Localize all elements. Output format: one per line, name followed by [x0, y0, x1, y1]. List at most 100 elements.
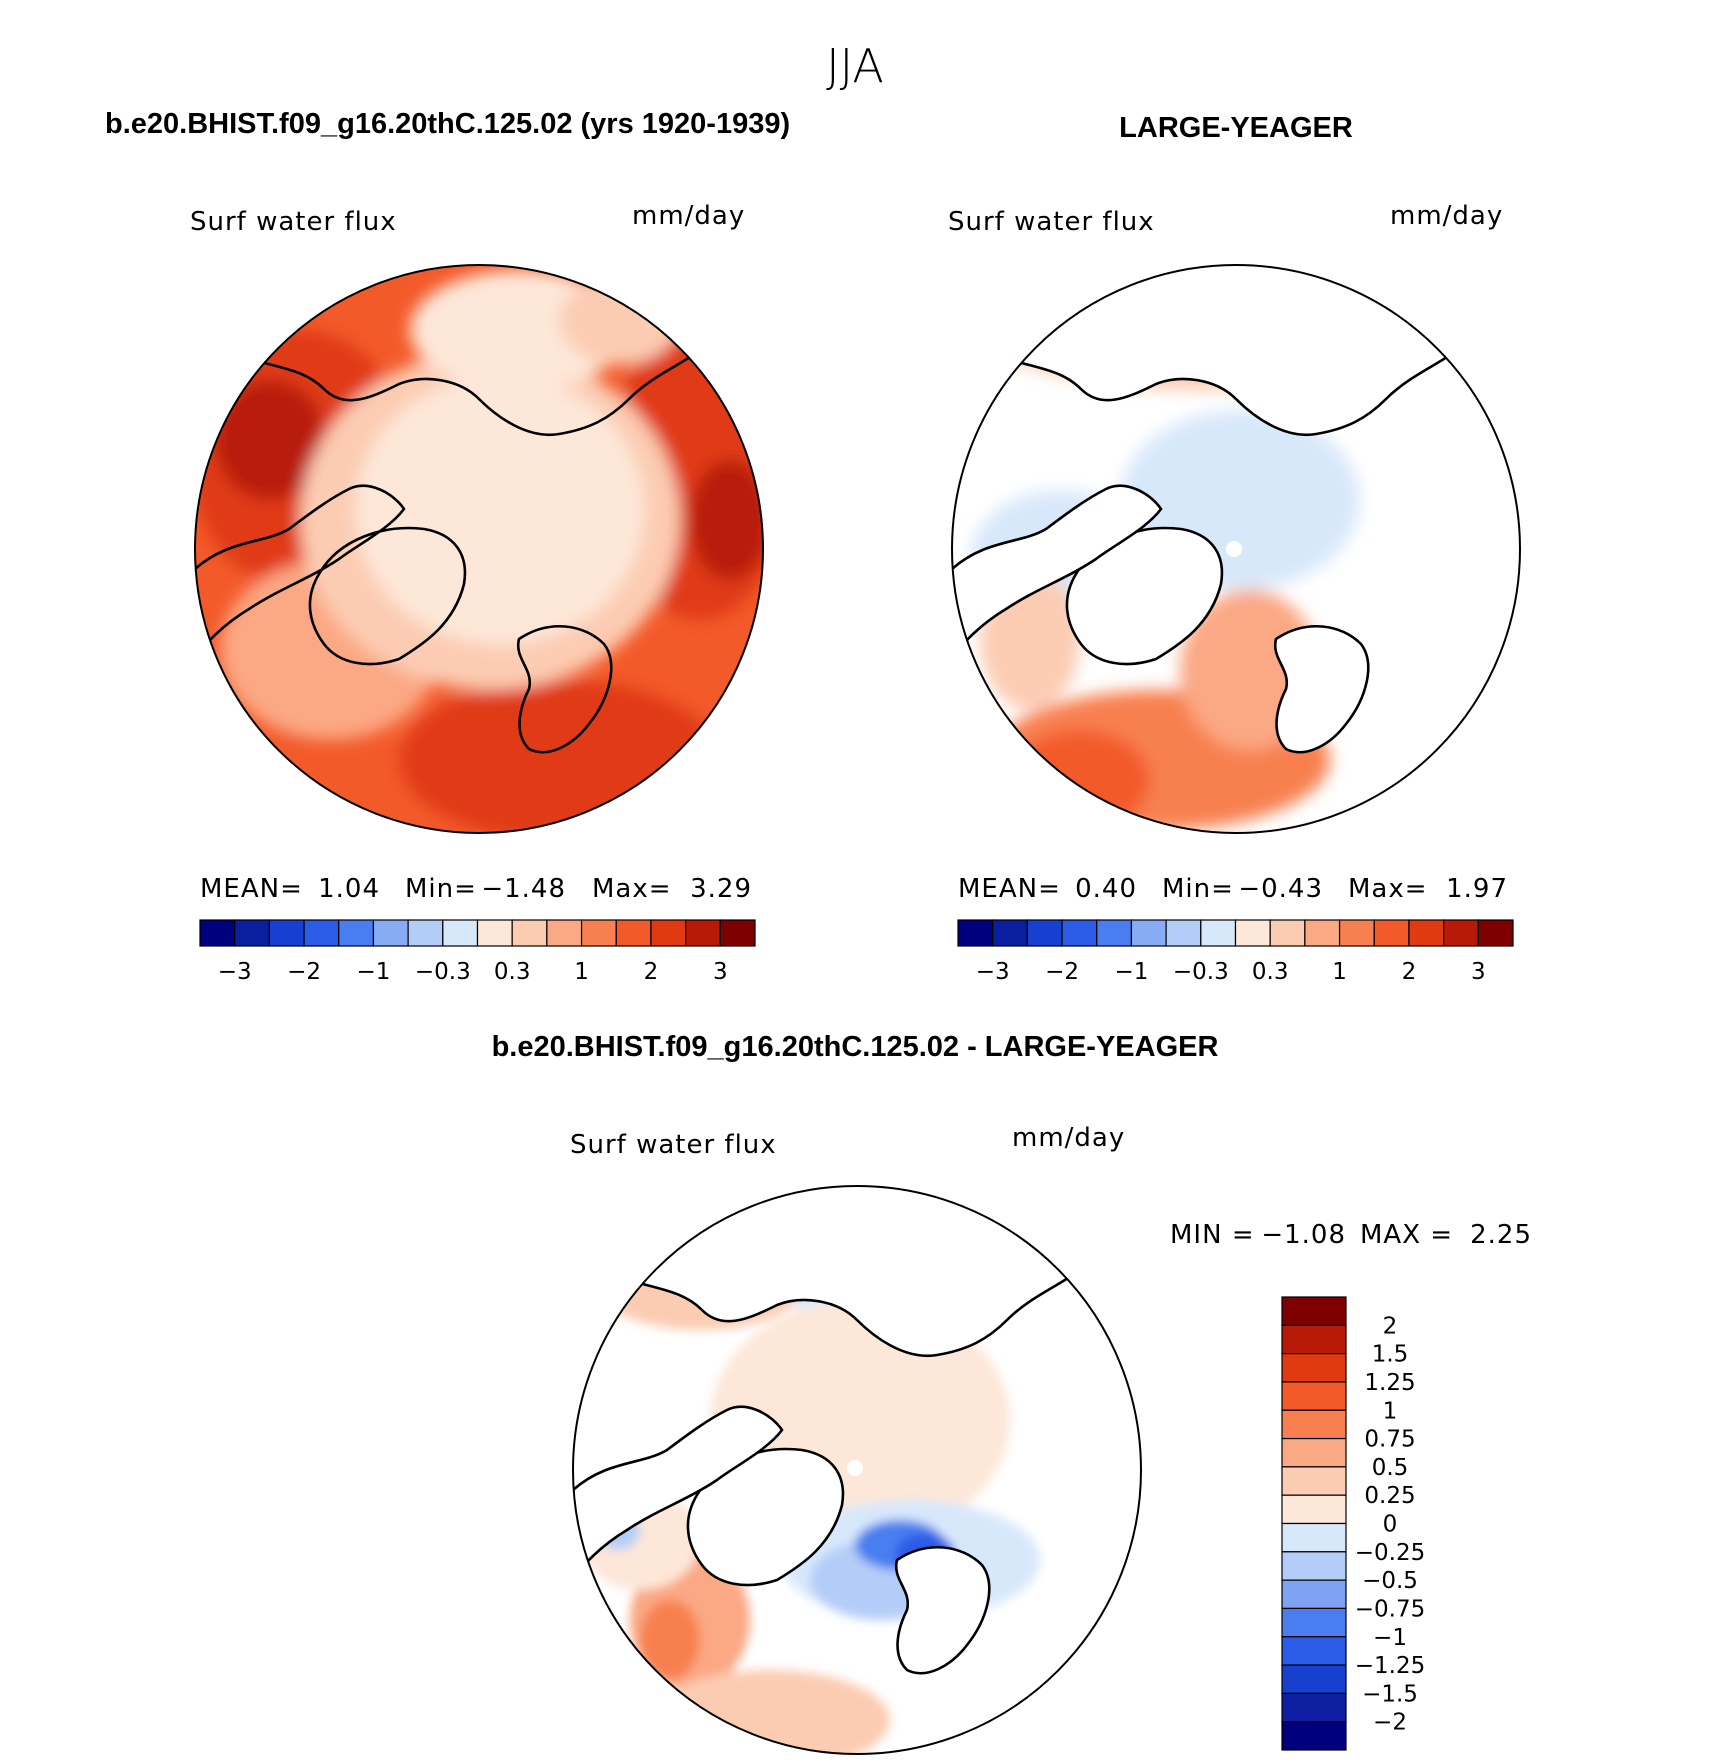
colorbar-box-diff-6 — [1281, 1466, 1347, 1496]
colorbar-tick-diff-12: −1.25 — [1355, 1653, 1425, 1679]
colorbar-box-left-3 — [303, 919, 340, 947]
colorbar-tick-left-1: −2 — [287, 959, 321, 985]
colorbar-box-right-4 — [1096, 919, 1133, 947]
colorbar-box-diff-13 — [1281, 1664, 1347, 1694]
colorbar-box-diff-11 — [1281, 1607, 1347, 1638]
colorbar-box-diff-12 — [1281, 1636, 1347, 1666]
colorbar-box-right-11 — [1338, 919, 1375, 947]
colorbar-box-left-1 — [234, 919, 270, 947]
colorbar-box-left-4 — [338, 919, 375, 947]
colorbar-box-left-5 — [372, 919, 409, 947]
right-colorbar: −3 −2 −1 −0.3 0.3 1 2 3 — [957, 919, 1514, 985]
colorbar-tick-right-2: −1 — [1114, 959, 1148, 985]
colorbar-box-right-9 — [1269, 919, 1306, 947]
colorbar-box-left-13 — [650, 919, 687, 947]
left-map-border — [194, 264, 764, 834]
colorbar-box-left-15 — [719, 919, 756, 947]
colorbar-box-left-11 — [580, 919, 617, 947]
colorbar-tick-diff-0: 2 — [1383, 1313, 1398, 1339]
colorbar-tick-diff-5: 0.5 — [1372, 1455, 1409, 1481]
colorbar-tick-diff-10: −0.75 — [1355, 1596, 1425, 1622]
colorbar-box-right-2 — [1026, 919, 1063, 947]
colorbar-box-left-7 — [442, 919, 479, 947]
colorbar-tick-diff-6: 0.25 — [1364, 1483, 1415, 1509]
colorbar-box-diff-14 — [1281, 1692, 1347, 1723]
difference-map — [573, 1186, 1141, 1754]
colorbar-box-left-0 — [199, 919, 236, 947]
left-map — [195, 265, 763, 833]
right-map-units: mm/day — [1390, 201, 1503, 231]
colorbar-box-right-0 — [957, 919, 994, 947]
left-colorbar: −3 −2 −1 −0.3 0.3 1 2 3 — [199, 919, 756, 985]
colorbar-tick-diff-7: 0 — [1383, 1512, 1398, 1538]
colorbar-box-right-5 — [1130, 919, 1167, 947]
colorbar-box-diff-5 — [1281, 1437, 1347, 1468]
colorbar-box-left-2 — [268, 919, 305, 947]
colorbar-box-right-8 — [1234, 919, 1271, 947]
colorbar-box-diff-1 — [1281, 1324, 1347, 1355]
colorbar-box-right-7 — [1200, 919, 1237, 947]
colorbar-tick-right-6: 2 — [1402, 959, 1417, 985]
colorbar-box-diff-2 — [1281, 1353, 1347, 1383]
diff-panel-header: b.e20.BHIST.f09_g16.20thC.125.02 - LARGE… — [492, 1031, 1219, 1063]
colorbar-tick-left-5: 1 — [574, 959, 589, 985]
colorbar-tick-left-3: −0.3 — [415, 959, 471, 985]
diff-min-value: −1.08 — [1261, 1220, 1346, 1250]
diff-max-value: 2.25 — [1470, 1220, 1532, 1250]
colorbar-box-diff-8 — [1281, 1522, 1347, 1553]
colorbar-box-diff-15 — [1281, 1721, 1347, 1751]
colorbar-tick-left-2: −1 — [356, 959, 390, 985]
colorbar-box-diff-4 — [1281, 1409, 1347, 1440]
colorbar-tick-right-5: 1 — [1332, 959, 1347, 985]
colorbar-box-right-6 — [1165, 919, 1202, 947]
left-mean-label: MEAN= — [200, 874, 303, 904]
diff-max-label: MAX = — [1360, 1220, 1453, 1250]
colorbar-box-right-15 — [1477, 919, 1514, 947]
colorbar-tick-diff-1: 1.5 — [1372, 1342, 1409, 1368]
right-min-label: Min= — [1162, 874, 1234, 904]
right-mean-value: 0.40 — [1075, 874, 1137, 904]
colorbar-box-left-8 — [476, 919, 513, 947]
colorbar-box-diff-10 — [1281, 1579, 1347, 1610]
colorbar-box-right-3 — [1061, 919, 1098, 947]
colorbar-tick-diff-13: −1.5 — [1362, 1681, 1418, 1707]
colorbar-tick-right-3: −0.3 — [1173, 959, 1229, 985]
colorbar-box-right-1 — [992, 919, 1028, 947]
left-min-label: Min= — [405, 874, 477, 904]
left-mean-value: 1.04 — [318, 874, 380, 904]
left-min-value: −1.48 — [481, 874, 566, 904]
diff-colorbar: 21.51.2510.750.50.250−0.25−0.5−0.75−1−1.… — [1281, 1296, 1425, 1751]
colorbar-tick-right-0: −3 — [976, 959, 1010, 985]
left-max-value: 3.29 — [690, 874, 752, 904]
colorbar-tick-diff-2: 1.25 — [1364, 1370, 1415, 1396]
colorbar-tick-right-1: −2 — [1045, 959, 1079, 985]
left-map-units: mm/day — [632, 201, 745, 231]
colorbar-tick-diff-14: −2 — [1373, 1710, 1407, 1736]
diff-map-border — [572, 1185, 1142, 1755]
right-min-value: −0.43 — [1238, 874, 1323, 904]
colorbar-tick-left-0: −3 — [218, 959, 252, 985]
left-map-title: Surf water flux — [190, 207, 397, 237]
colorbar-box-diff-7 — [1281, 1494, 1347, 1525]
colorbar-tick-left-6: 2 — [644, 959, 659, 985]
diff-min-label: MIN = — [1170, 1220, 1255, 1250]
diff-map-units: mm/day — [1012, 1123, 1125, 1153]
colorbar-tick-diff-9: −0.5 — [1362, 1568, 1418, 1594]
colorbar-tick-left-4: 0.3 — [494, 959, 531, 985]
colorbar-box-left-12 — [615, 919, 652, 947]
left-panel-header: b.e20.BHIST.f09_g16.20thC.125.02 (yrs 19… — [105, 108, 790, 140]
right-panel-header: LARGE-YEAGER — [1119, 112, 1353, 144]
diff-map-title: Surf water flux — [570, 1130, 777, 1160]
colorbar-box-right-12 — [1373, 919, 1410, 947]
figure-title: JJA — [826, 39, 884, 93]
colorbar-tick-left-7: 3 — [713, 959, 728, 985]
colorbar-box-diff-9 — [1281, 1551, 1347, 1581]
right-map — [952, 265, 1520, 833]
colorbar-box-right-10 — [1304, 919, 1341, 947]
colorbar-box-left-10 — [546, 919, 583, 947]
colorbar-box-right-14 — [1443, 919, 1479, 947]
right-mean-label: MEAN= — [958, 874, 1061, 904]
colorbar-tick-right-7: 3 — [1471, 959, 1486, 985]
colorbar-box-right-13 — [1408, 919, 1445, 947]
